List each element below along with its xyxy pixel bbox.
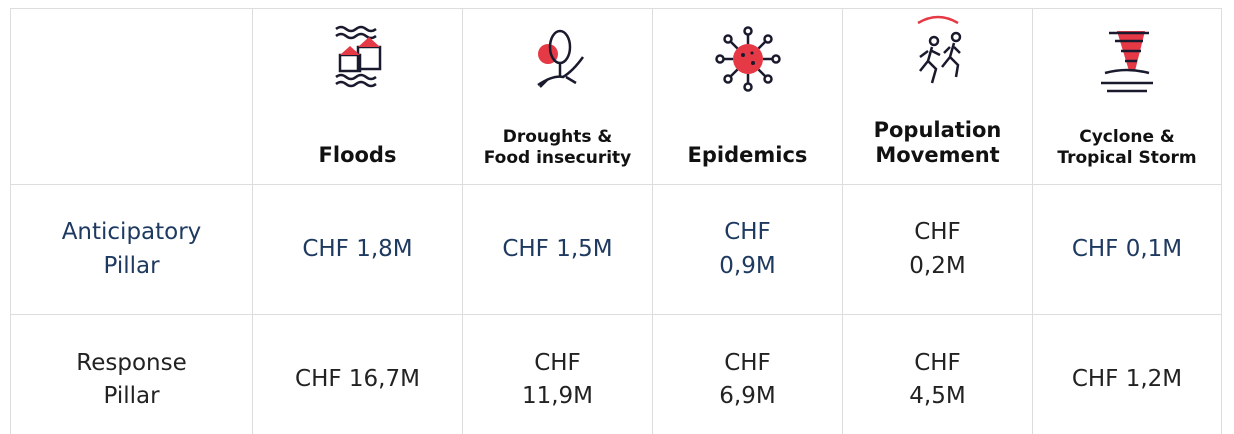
row-label: Response Pillar <box>76 349 187 409</box>
value-cell: CHF 0,2M <box>843 185 1033 315</box>
value-cell: CHF 0,1M <box>1033 185 1222 315</box>
hazard-label: Population Movement <box>873 117 1002 167</box>
header-cell: Cyclone & Tropical Storm <box>1033 8 1222 185</box>
row-label: Anticipatory Pillar <box>61 219 202 279</box>
value-cell: CHF 16,7M <box>253 315 463 434</box>
value: CHF 0,9M <box>719 219 776 279</box>
value-cell: CHF 11,9M <box>463 315 653 434</box>
epidemics-icon <box>714 26 781 92</box>
value-cell: CHF 4,5M <box>843 315 1033 434</box>
value: CHF 0,1M <box>1071 235 1183 262</box>
value: CHF 4,5M <box>909 349 966 409</box>
hazard-label: Floods <box>318 142 397 167</box>
cyclone-icon <box>1101 31 1153 93</box>
value-cell: CHF 1,5M <box>463 185 653 315</box>
hazard-label: Epidemics <box>687 142 808 167</box>
floods-icon <box>334 25 381 88</box>
row-label-cell: Anticipatory Pillar <box>10 185 253 315</box>
value: CHF 1,2M <box>1071 366 1183 393</box>
value-cell: CHF 1,2M <box>1033 315 1222 434</box>
drought-icon <box>536 29 584 88</box>
header-cell: Epidemics <box>653 8 843 185</box>
value-cell: CHF 1,8M <box>253 185 463 315</box>
header-cell: Floods <box>253 8 463 185</box>
row-label-cell: Response Pillar <box>10 315 253 434</box>
value-cell: CHF 0,9M <box>653 185 843 315</box>
movement-icon <box>916 15 961 84</box>
value-cell: CHF 6,9M <box>653 315 843 434</box>
value: CHF 1,8M <box>302 235 413 262</box>
value: CHF 11,9M <box>521 349 594 409</box>
hazard-label: Cyclone & Tropical Storm <box>1057 127 1197 168</box>
hazard-label: Droughts & Food insecurity <box>483 127 632 168</box>
corner-cell <box>10 8 253 185</box>
value: CHF 6,9M <box>719 349 776 409</box>
header-cell: Droughts & Food insecurity <box>463 8 653 185</box>
value: CHF 0,2M <box>909 219 966 279</box>
value: CHF 1,5M <box>502 235 613 262</box>
header-cell: Population Movement <box>843 8 1033 185</box>
value: CHF 16,7M <box>295 366 420 393</box>
